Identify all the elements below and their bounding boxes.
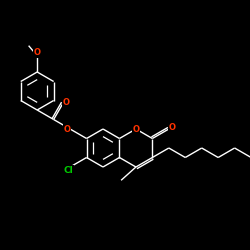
Text: O: O bbox=[34, 48, 41, 57]
Text: O: O bbox=[168, 124, 175, 132]
Text: O: O bbox=[63, 98, 70, 106]
Text: O: O bbox=[132, 124, 140, 134]
Text: O: O bbox=[64, 124, 70, 134]
Text: Cl: Cl bbox=[64, 166, 74, 174]
